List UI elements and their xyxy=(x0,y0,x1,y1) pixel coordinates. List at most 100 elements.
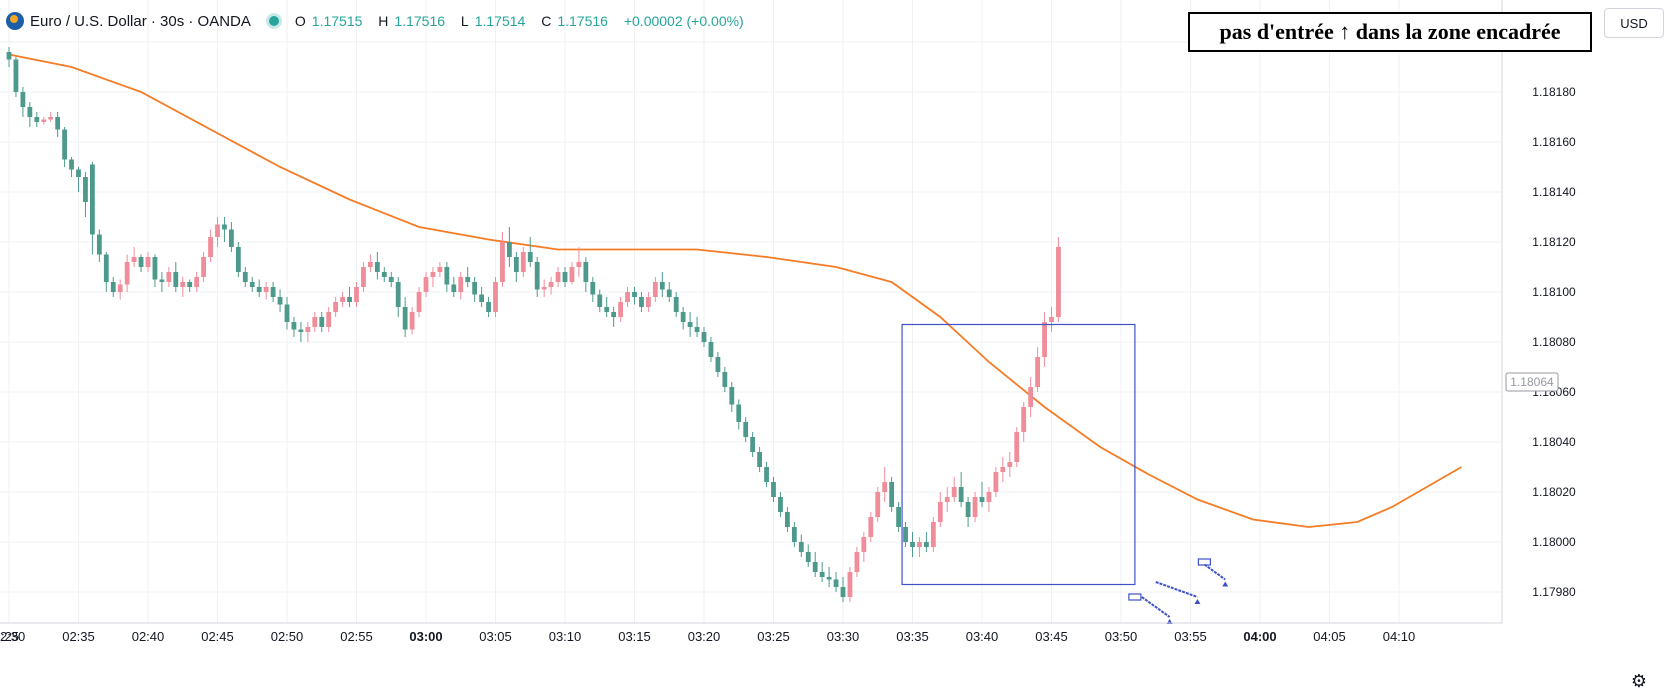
candle xyxy=(194,272,200,292)
candle xyxy=(896,502,901,532)
candle xyxy=(604,297,610,317)
x-tick-label: 02:50 xyxy=(271,629,304,644)
candle xyxy=(361,262,366,292)
candle xyxy=(534,257,540,297)
candle xyxy=(451,277,457,297)
candle xyxy=(791,522,797,547)
candle xyxy=(277,289,283,312)
y-tick-label: 1.18160 xyxy=(1532,135,1576,149)
candle xyxy=(215,217,220,247)
candle xyxy=(76,167,81,192)
candle xyxy=(764,462,769,487)
candle xyxy=(166,267,172,287)
candle xyxy=(242,267,248,287)
candle xyxy=(416,287,422,317)
entry-marker[interactable] xyxy=(1128,593,1142,601)
x-tick-label: 03:30 xyxy=(827,629,860,644)
candle xyxy=(736,399,742,430)
candle xyxy=(673,292,679,317)
moving-average-layer xyxy=(8,53,1462,528)
candle xyxy=(340,292,345,307)
x-tick-label: 02:35 xyxy=(62,629,95,644)
candle xyxy=(583,257,589,292)
candle xyxy=(562,267,568,287)
candle xyxy=(479,287,484,307)
candle xyxy=(229,222,234,252)
flag-icon xyxy=(6,12,24,30)
candle xyxy=(694,317,700,337)
x-tick-label: 03:10 xyxy=(549,629,582,644)
annotation-text-box[interactable]: pas d'entrée ↑ dans la zone encadrée xyxy=(1188,12,1592,52)
axes: 1.182001.181801.181601.181401.181201.181… xyxy=(0,0,1576,644)
candle xyxy=(541,279,547,297)
candle xyxy=(944,487,950,512)
candle xyxy=(903,522,908,547)
arrow-line xyxy=(1141,596,1171,618)
candle xyxy=(458,272,464,300)
entry-marker[interactable] xyxy=(1197,558,1212,566)
currency-unit-button[interactable]: USD xyxy=(1604,8,1664,38)
candle xyxy=(96,229,102,262)
candle xyxy=(507,227,512,267)
candle xyxy=(465,267,471,287)
candle xyxy=(840,577,846,602)
change-value: +0.00002 (+0.00%) xyxy=(623,13,744,29)
candle xyxy=(590,277,596,302)
candle xyxy=(924,532,929,552)
candle xyxy=(263,282,269,300)
candle xyxy=(930,517,936,552)
high-key: H xyxy=(378,13,389,29)
candle xyxy=(409,307,415,335)
candle xyxy=(437,262,443,277)
candle xyxy=(882,467,888,502)
last-price-badge xyxy=(1505,372,1559,392)
candle xyxy=(131,247,137,267)
candle xyxy=(910,532,915,557)
arrow-line xyxy=(1203,563,1226,581)
candle xyxy=(527,237,533,267)
candle xyxy=(951,477,957,502)
x-tick-label: 04:10 xyxy=(1383,629,1416,644)
low-key: L xyxy=(460,13,469,29)
candle xyxy=(48,112,54,122)
candle xyxy=(13,57,19,97)
arrow-head xyxy=(1222,581,1229,587)
candle xyxy=(1007,452,1013,477)
candle xyxy=(493,277,498,317)
x-tick-label: 03:45 xyxy=(1035,629,1068,644)
low-value: 1.17514 xyxy=(474,13,526,29)
candle xyxy=(124,254,130,292)
candle xyxy=(520,247,526,277)
candle xyxy=(1014,427,1020,467)
candle xyxy=(430,267,436,287)
candle xyxy=(618,297,623,322)
moving-average-line xyxy=(8,53,1462,528)
y-tick-label: 1.18140 xyxy=(1532,185,1576,199)
candle xyxy=(444,262,450,292)
candle xyxy=(305,322,311,342)
candle xyxy=(986,487,992,512)
candle xyxy=(701,327,707,347)
candle xyxy=(1056,237,1061,322)
candle xyxy=(597,289,603,312)
candle xyxy=(62,127,67,167)
highlight-zone-box[interactable] xyxy=(901,323,1136,586)
candle xyxy=(395,277,401,317)
symbol-title[interactable]: Euro / U.S. Dollar · 30s · OANDA xyxy=(30,12,251,30)
x-tick-label: :25 xyxy=(1,629,19,644)
candle xyxy=(55,112,61,137)
x-tick-label: 03:00 xyxy=(409,629,442,644)
candle xyxy=(576,247,582,277)
candle xyxy=(20,87,26,117)
y-tick-label: 1.17980 xyxy=(1532,585,1576,599)
open-value: 1.17515 xyxy=(311,13,363,29)
x-tick-label: 03:35 xyxy=(896,629,929,644)
candle xyxy=(152,254,158,287)
gear-icon[interactable]: ⚙ xyxy=(1630,670,1648,691)
x-tick-label: 02:45 xyxy=(201,629,234,644)
candle xyxy=(41,117,47,125)
close-value: 1.17516 xyxy=(557,13,608,29)
candle xyxy=(347,287,352,307)
candle xyxy=(1028,377,1034,417)
